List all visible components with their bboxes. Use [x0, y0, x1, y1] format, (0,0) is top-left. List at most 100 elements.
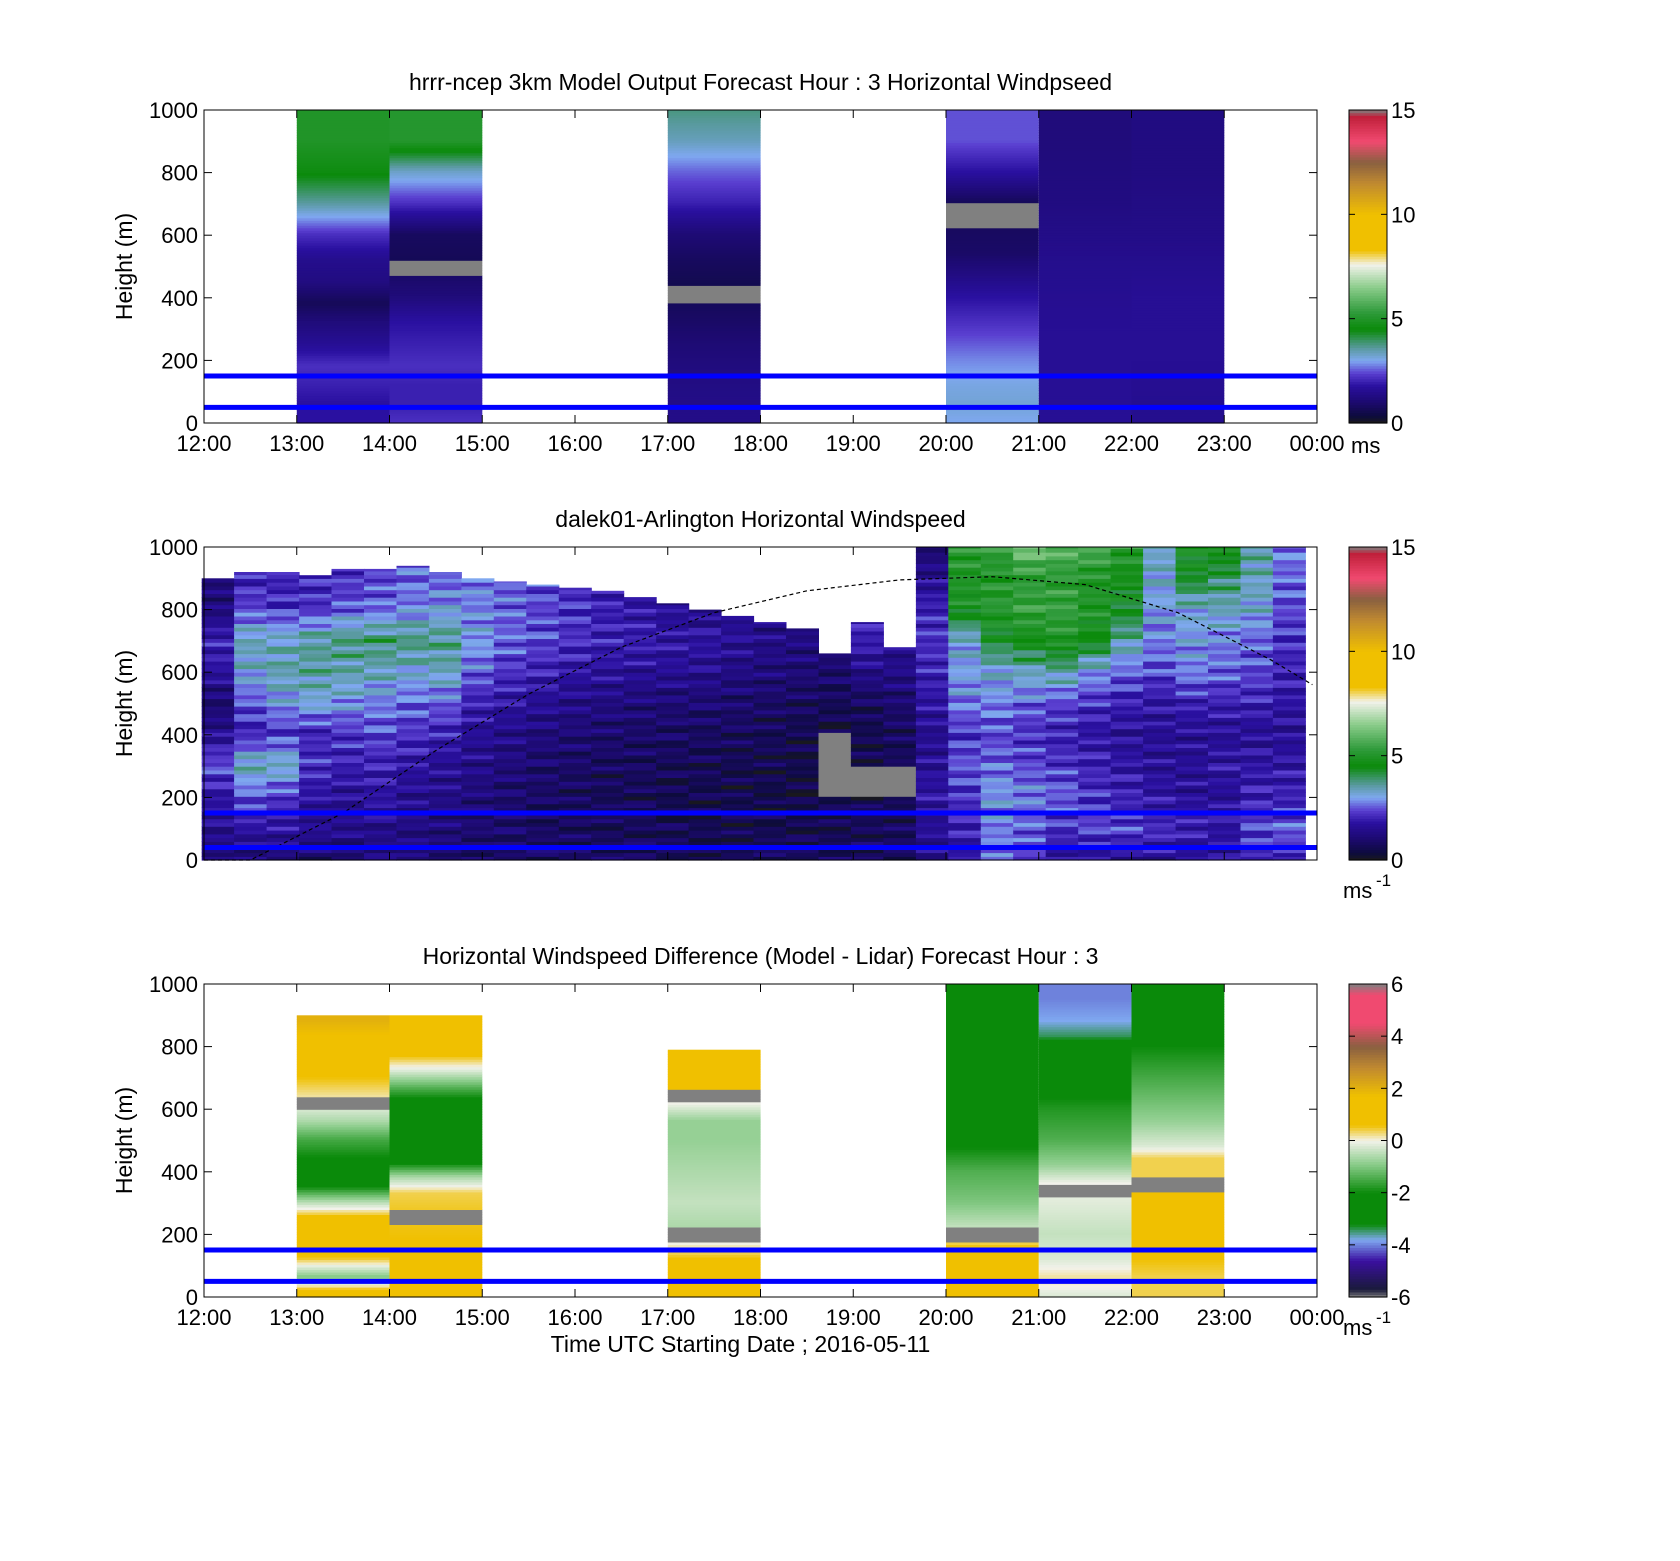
- heatmap-cell: [331, 766, 365, 771]
- heatmap-cell: [1131, 1089, 1225, 1093]
- heatmap-cell: [331, 570, 365, 576]
- heatmap-cell: [1038, 1089, 1132, 1093]
- heatmap-cell: [296, 162, 390, 166]
- colorbar-segment: [1349, 151, 1387, 155]
- heatmap-cell: [656, 826, 690, 831]
- heatmap-cell: [753, 822, 787, 827]
- colorbar-segment: [1349, 755, 1387, 759]
- heatmap-cell: [296, 297, 390, 301]
- heatmap-cell: [296, 1239, 390, 1243]
- heatmap-cell: [1131, 1189, 1225, 1193]
- heatmap-cell: [946, 312, 1039, 316]
- heatmap-cell: [1013, 597, 1047, 602]
- heatmap-cell: [428, 578, 462, 583]
- heatmap-cell: [1175, 856, 1209, 861]
- heatmap-cell: [946, 270, 1039, 274]
- heatmap-cell: [428, 788, 462, 793]
- heatmap-cell: [753, 830, 787, 835]
- heatmap-cell: [299, 612, 333, 617]
- heatmap-cell: [1131, 325, 1225, 329]
- heatmap-cell: [656, 796, 690, 801]
- heatmap-cell: [1143, 630, 1177, 636]
- heatmap-cell: [1013, 818, 1047, 824]
- heatmap-cell: [1038, 322, 1132, 326]
- heatmap-cell: [1208, 826, 1241, 831]
- heatmap-cell: [1131, 165, 1225, 169]
- heatmap-cell: [428, 818, 462, 824]
- heatmap-cell: [721, 822, 755, 827]
- heatmap-cell: [558, 709, 592, 715]
- heatmap-cell: [296, 1161, 390, 1165]
- heatmap-cell: [656, 627, 690, 632]
- heatmap-cell: [623, 623, 657, 628]
- heatmap-cell: [1131, 1294, 1225, 1298]
- heatmap-cell: [667, 265, 761, 269]
- heatmap-cell: [461, 709, 495, 715]
- heatmap-cell: [364, 589, 397, 594]
- heatmap-cell: [1240, 691, 1274, 696]
- heatmap-cell: [948, 589, 982, 594]
- heatmap-cell: [396, 830, 430, 835]
- colorbar-tick-label: 0: [1391, 411, 1403, 436]
- heatmap-cell: [1078, 567, 1112, 572]
- heatmap-cell: [946, 347, 1039, 351]
- heatmap-cell: [1078, 582, 1112, 587]
- heatmap-cell: [234, 739, 268, 745]
- colorbar-segment: [1349, 1229, 1387, 1233]
- heatmap-cell: [667, 162, 761, 166]
- heatmap-cell: [493, 747, 527, 752]
- heatmap-cell: [1240, 660, 1274, 666]
- heatmap-cell: [389, 1066, 483, 1070]
- heatmap-cell: [389, 1076, 483, 1080]
- heatmap-cell: [296, 1189, 390, 1193]
- heatmap-cell: [688, 799, 722, 805]
- x-tick-label: 14:00: [362, 431, 417, 456]
- heatmap-cell: [1143, 570, 1177, 576]
- heatmap-cell: [201, 758, 235, 763]
- heatmap-cell: [667, 270, 761, 274]
- heatmap-cell: [946, 1051, 1039, 1055]
- heatmap-cell: [266, 814, 300, 820]
- heatmap-cell: [915, 612, 949, 617]
- heatmap-cell: [721, 717, 755, 722]
- heatmap-cell: [721, 766, 755, 771]
- colorbar-segment: [1349, 1200, 1387, 1204]
- heatmap-cell: [266, 837, 300, 842]
- colorbar-segment: [1349, 396, 1387, 401]
- heatmap-cell: [1240, 728, 1274, 733]
- heatmap-cell: [389, 377, 483, 381]
- heatmap-cell: [1110, 702, 1144, 707]
- heatmap-cell: [850, 766, 884, 771]
- heatmap-cell: [364, 619, 397, 624]
- heatmap-cell: [915, 634, 949, 639]
- colorbar-segment: [1349, 552, 1387, 556]
- heatmap-cell: [389, 170, 483, 174]
- colorbar-segment: [1349, 383, 1387, 388]
- heatmap-cell: [1045, 841, 1079, 846]
- heatmap-cell: [428, 762, 462, 767]
- heatmap-cell: [389, 1129, 483, 1133]
- heatmap-cell: [461, 732, 495, 737]
- heatmap-cell: [946, 172, 1039, 176]
- heatmap-cell: [1131, 1031, 1225, 1035]
- heatmap-cell: [667, 1186, 761, 1190]
- heatmap-cell: [1175, 578, 1209, 583]
- heatmap-cell: [1131, 160, 1225, 164]
- heatmap-cell: [850, 649, 884, 655]
- heatmap-cell: [1013, 687, 1047, 692]
- heatmap-cell: [667, 147, 761, 151]
- heatmap-cell: [786, 687, 819, 692]
- heatmap-cell: [331, 739, 365, 745]
- heatmap-cell: [946, 367, 1039, 371]
- heatmap-cell: [1038, 1199, 1132, 1203]
- heatmap-cell: [688, 709, 722, 715]
- heatmap-cell: [818, 830, 852, 835]
- heatmap-cell: [946, 393, 1039, 397]
- heatmap-cell: [428, 683, 462, 688]
- heatmap-cell: [526, 687, 560, 692]
- heatmap-cell: [396, 660, 430, 666]
- heatmap-cell: [667, 205, 761, 209]
- heatmap-cell: [623, 676, 657, 681]
- colorbar-segment: [1349, 227, 1387, 231]
- heatmap-cell: [1110, 552, 1144, 557]
